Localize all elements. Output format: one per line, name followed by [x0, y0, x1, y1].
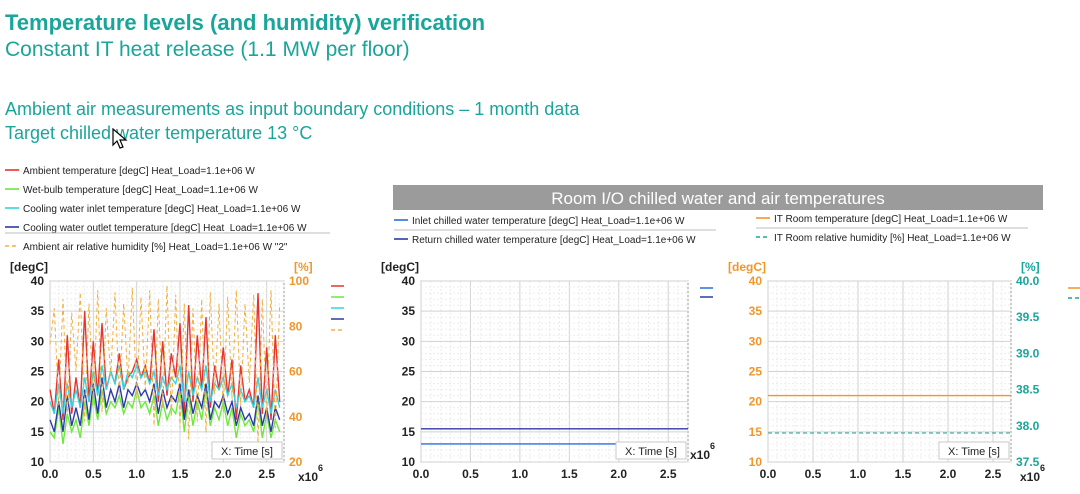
chart3-y-tick-label: 40 — [749, 274, 763, 288]
chart1-x-tick-label: 2.0 — [215, 467, 232, 481]
chart3-x-tick-label: 1.0 — [850, 467, 867, 481]
chart3-x-tick-label: 2.0 — [940, 467, 957, 481]
chart1-x-tick-label: 1.0 — [128, 467, 145, 481]
chart2-x-tick-label: 2.0 — [610, 467, 627, 481]
chart2-x-tick-label: 2.5 — [660, 467, 677, 481]
chart2-x-axis-label-box — [615, 441, 687, 460]
chart3-x-exponent: 6 — [1040, 463, 1045, 473]
chart2-x-tick-label: 1.5 — [561, 467, 578, 481]
chart3-x-axis-label-box — [938, 441, 1010, 460]
chart2-x-exponent: 6 — [710, 441, 715, 451]
chart1-series-line-4 — [49, 377, 281, 433]
chart1-y-tick-label: 10 — [31, 455, 45, 469]
chart3-x-tick-label: 2.5 — [985, 467, 1002, 481]
chart1-x-axis-label-box — [211, 441, 283, 460]
chart2-legend-label: Return chilled water temperature [degC] … — [412, 235, 696, 246]
slide-subtitle: Constant IT heat release (1.1 MW per flo… — [5, 38, 410, 61]
chart3-x-exponent-label: x10 — [1020, 470, 1040, 484]
chart1-legend-label: Cooling water inlet temperature [degC] H… — [23, 204, 301, 215]
chart1-x-tick-label: 0.0 — [42, 467, 59, 481]
mouse-pointer-icon — [112, 128, 128, 149]
chart2-y-tick-label: 15 — [402, 425, 416, 439]
chart3-y2-tick-label: 39.5 — [1016, 310, 1040, 324]
chart1-y2-tick-label: 100 — [289, 274, 309, 288]
chart3-y-tick-label: 25 — [749, 365, 763, 379]
chart2-legend-label: Inlet chilled water temperature [degC] H… — [412, 216, 685, 227]
chart2-y-tick-label: 10 — [402, 455, 416, 469]
chart2-x-tick-label: 0.5 — [462, 467, 479, 481]
chart2-x-axis-label: X: Time [s] — [625, 446, 677, 458]
chart1-x-tick-label: 1.5 — [172, 467, 189, 481]
chart2-y-tick-label: 20 — [402, 395, 416, 409]
chart3-y-tick-label: 10 — [749, 455, 763, 469]
chart2-y-axis-label: [degC] — [381, 260, 419, 274]
chart1-x-exponent: 6 — [318, 463, 323, 473]
chart1-legend-label: Wet-bulb temperature [degC] Heat_Load=1.… — [23, 185, 259, 196]
chart3-y2-axis-label: [%] — [1021, 260, 1040, 274]
chart1-y-tick-label: 30 — [31, 334, 45, 348]
chart2-y-tick-label: 35 — [402, 304, 416, 318]
boundary-conditions-text: Ambient air measurements as input bounda… — [5, 99, 580, 119]
target-temperature-text: Target chilled water temperature 13 °C — [5, 123, 313, 143]
chart3-y2-tick-label: 38.0 — [1016, 419, 1040, 433]
chart1-y-tick-label: 25 — [31, 365, 45, 379]
chart1-y2-axis-label: [%] — [294, 260, 313, 274]
chart2-x-exponent-label: x10 — [690, 448, 710, 462]
chart3-y2-tick-label: 37.5 — [1016, 455, 1040, 469]
chart2-y-tick-label: 40 — [402, 274, 416, 288]
chart3-legend-label: IT Room relative humidity [%] Heat_Load=… — [774, 233, 1011, 244]
chart3-x-tick-label: 0.5 — [805, 467, 822, 481]
chart2-x-tick-label: 0.0 — [413, 467, 430, 481]
chart1-y-tick-label: 35 — [31, 304, 45, 318]
chart1-legend-label: Cooling water outlet temperature [degC] … — [23, 223, 307, 234]
chart1-y2-tick-label: 60 — [289, 365, 303, 379]
chart1-series-line-5 — [49, 285, 281, 444]
chart1-y2-tick-label: 20 — [289, 455, 303, 469]
chart3-y-tick-label: 35 — [749, 304, 763, 318]
chart1-y-tick-label: 20 — [31, 395, 45, 409]
chart3-y-axis-label: [degC] — [728, 260, 766, 274]
chart1-y2-tick-label: 80 — [289, 319, 303, 333]
chart3-y-tick-label: 30 — [749, 334, 763, 348]
chart3-y2-tick-label: 39.0 — [1016, 346, 1040, 360]
chart1-x-tick-label: 0.5 — [85, 467, 102, 481]
chart2-title-banner — [393, 185, 1043, 210]
chart3-y2-tick-label: 40.0 — [1016, 274, 1040, 288]
slide-title: Temperature levels (and humidity) verifi… — [5, 10, 486, 35]
chart1-legend-label: Ambient air relative humidity [%] Heat_L… — [23, 242, 288, 253]
chart1-x-tick-label: 2.5 — [258, 467, 275, 481]
chart3-y-tick-label: 20 — [749, 395, 763, 409]
chart1-series-line-2 — [49, 389, 281, 444]
chart3-x-axis-label: X: Time [s] — [948, 446, 1000, 458]
chart3-x-tick-label: 0.0 — [760, 467, 777, 481]
chart2-title: Room I/O chilled water and air temperatu… — [551, 189, 885, 208]
chart2-y-tick-label: 25 — [402, 365, 416, 379]
chart1-y2-tick-label: 40 — [289, 410, 303, 424]
chart1-x-axis-label: X: Time [s] — [221, 446, 273, 458]
chart3-x-tick-label: 1.5 — [895, 467, 912, 481]
chart1-series-line-1 — [49, 293, 281, 420]
chart3-y2-tick-label: 38.5 — [1016, 383, 1040, 397]
chart2-x-tick-label: 1.0 — [512, 467, 529, 481]
chart2-y-tick-label: 30 — [402, 334, 416, 348]
chart1-y-axis-label: [degC] — [10, 260, 48, 274]
chart1-legend-label: Ambient temperature [degC] Heat_Load=1.1… — [23, 166, 255, 177]
chart3-legend-label: IT Room temperature [degC] Heat_Load=1.1… — [774, 214, 1008, 225]
chart1-x-exponent-label: x10 — [298, 470, 318, 484]
chart3-y-tick-label: 15 — [749, 425, 763, 439]
chart1-y-tick-label: 15 — [31, 425, 45, 439]
chart1-y-tick-label: 40 — [31, 274, 45, 288]
